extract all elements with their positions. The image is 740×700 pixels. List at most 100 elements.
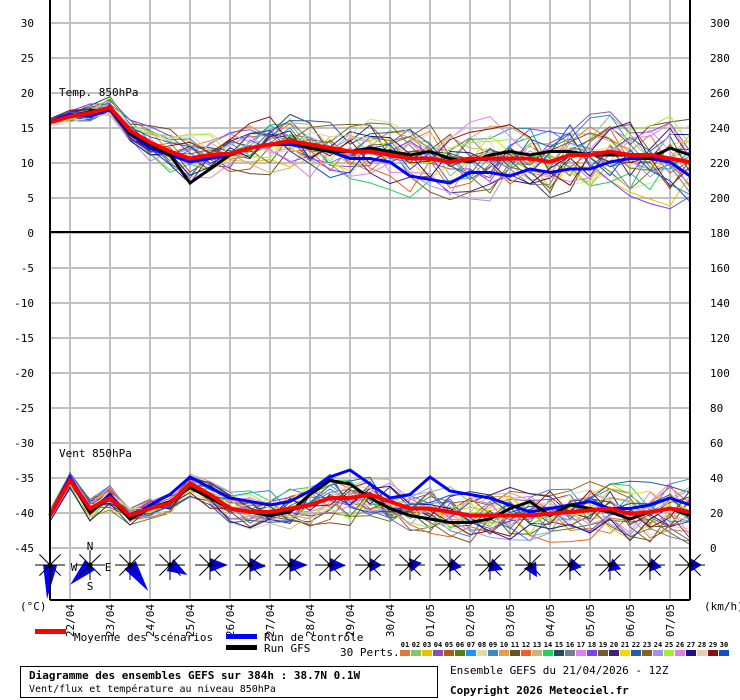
axes: 30 25 20 15 10 5 0 -5 -10 -15 -20 -25 -30 -35 -40 -45 30… xyxy=(14,0,730,637)
x-tick-label: 24/04 xyxy=(144,604,157,637)
pert-color-swatch xyxy=(598,650,608,656)
perturbation-legend: 01 02 03 04 05 06 07 08 09 10 11 12 13 14 15 16 17 18 19 20… xyxy=(400,641,729,656)
pert-color-swatch xyxy=(609,650,619,656)
pert-id-label: 09 xyxy=(489,641,497,649)
temp-pert-25 xyxy=(49,97,691,187)
x-tick-label: 22/04 xyxy=(64,604,77,637)
right-unit: (km/h) xyxy=(704,600,740,613)
wind-rose-icon xyxy=(355,550,385,580)
left-tick-label: -5 xyxy=(21,262,34,275)
wind-rose-icon xyxy=(515,550,545,580)
chart-title: Diagramme des ensembles GEFS sur 384h : … xyxy=(29,669,361,682)
pert-id-label: 05 xyxy=(445,641,453,649)
x-tick-label: 23/04 xyxy=(104,604,117,637)
pert-color-swatch xyxy=(488,650,498,656)
left-tick-label: -25 xyxy=(14,402,34,415)
pert-id-label: 26 xyxy=(676,641,684,649)
pert-id-label: 23 xyxy=(643,641,651,649)
left-tick-label: -35 xyxy=(14,472,34,485)
legend-gfs-label: Run GFS xyxy=(264,642,310,655)
left-tick-label: -30 xyxy=(14,437,34,450)
pert-id-label: 28 xyxy=(698,641,706,649)
pert-color-swatch xyxy=(708,650,718,656)
legend-mean-label: Moyenne des scénarios xyxy=(74,631,213,644)
pert-color-swatch xyxy=(455,650,465,656)
x-tick-label: 29/04 xyxy=(344,604,357,637)
pert-color-swatch xyxy=(510,650,520,656)
wind-rose-icon xyxy=(635,550,665,580)
pert-color-swatch xyxy=(499,650,509,656)
left-tick-label: -20 xyxy=(14,367,34,380)
left-tick-label: 30 xyxy=(21,17,34,30)
temp-pert-24 xyxy=(49,107,691,202)
x-tick-label: 27/04 xyxy=(264,604,277,637)
wind-rose-icon xyxy=(555,550,585,580)
rose-center xyxy=(447,562,453,568)
pert-color-swatch xyxy=(719,650,729,656)
pert-color-swatch xyxy=(532,650,542,656)
temp-pert-14 xyxy=(49,106,691,198)
wind-rose-icon xyxy=(475,550,505,580)
rose-center xyxy=(207,562,213,568)
right-tick-label: 200 xyxy=(710,192,730,205)
right-tick-label: 0 xyxy=(710,542,717,555)
temp-mean-line xyxy=(49,105,691,165)
rose-center xyxy=(487,562,493,568)
pert-color-swatch xyxy=(675,650,685,656)
rose-center xyxy=(167,562,173,568)
temp-control-line xyxy=(49,107,691,185)
main-series xyxy=(48,105,691,524)
pert-id-label: 30 xyxy=(720,641,728,649)
pert-color-swatch xyxy=(686,650,696,656)
pert-id-label: 15 xyxy=(555,641,563,649)
right-tick-label: 260 xyxy=(710,87,730,100)
wind-rose-icon xyxy=(435,550,465,580)
rose-center xyxy=(647,562,653,568)
wind-roses: N SW E xyxy=(35,540,705,599)
pert-id-label: 16 xyxy=(566,641,574,649)
pert-color-swatch xyxy=(653,650,663,656)
wind-mean-line xyxy=(48,476,691,518)
chart-subtitle: Vent/flux et température au niveau 850hP… xyxy=(29,684,276,695)
right-tick-label: 120 xyxy=(710,332,730,345)
rose-center xyxy=(287,562,293,568)
wind-pert-12 xyxy=(49,477,691,543)
legend-mean-swatch xyxy=(35,629,66,634)
right-tick-label: 160 xyxy=(710,262,730,275)
pert-id-label: 19 xyxy=(599,641,607,649)
pert-id-label: 22 xyxy=(632,641,640,649)
pert-id-label: 18 xyxy=(588,641,596,649)
rose-center xyxy=(327,562,333,568)
pert-id-label: 14 xyxy=(544,641,552,649)
pert-id-label: 20 xyxy=(610,641,618,649)
legend-gfs-swatch xyxy=(226,645,257,650)
pert-color-swatch xyxy=(543,650,553,656)
pert-id-label: 10 xyxy=(500,641,508,649)
rose-center xyxy=(367,562,373,568)
legend-control-swatch xyxy=(226,634,257,639)
right-tick-label: 180 xyxy=(710,227,730,240)
x-tick-label: 03/05 xyxy=(504,604,517,637)
right-tick-label: 280 xyxy=(710,52,730,65)
pert-id-label: 08 xyxy=(478,641,486,649)
rose-center xyxy=(527,562,533,568)
pert-color-swatch xyxy=(576,650,586,656)
x-tick-label: 25/04 xyxy=(184,604,197,637)
left-tick-label: 20 xyxy=(21,87,34,100)
right-tick-label: 40 xyxy=(710,472,723,485)
compass-n: N xyxy=(87,540,94,553)
left-tick-label: -10 xyxy=(14,297,34,310)
wind-rose-icon xyxy=(115,550,149,592)
wind-pert-06 xyxy=(49,479,691,546)
right-tick-label: 100 xyxy=(710,367,730,380)
wind-rose-icon xyxy=(195,550,228,580)
wind-rose-icon xyxy=(155,550,188,580)
pert-id-label: 27 xyxy=(687,641,695,649)
perts-label: 30 Perts. xyxy=(340,646,400,659)
x-tick-label: 05/05 xyxy=(584,604,597,637)
wind-rose-icon xyxy=(595,550,625,580)
pert-color-swatch xyxy=(565,650,575,656)
pert-id-label: 07 xyxy=(467,641,475,649)
left-unit: (°C) xyxy=(20,600,47,613)
